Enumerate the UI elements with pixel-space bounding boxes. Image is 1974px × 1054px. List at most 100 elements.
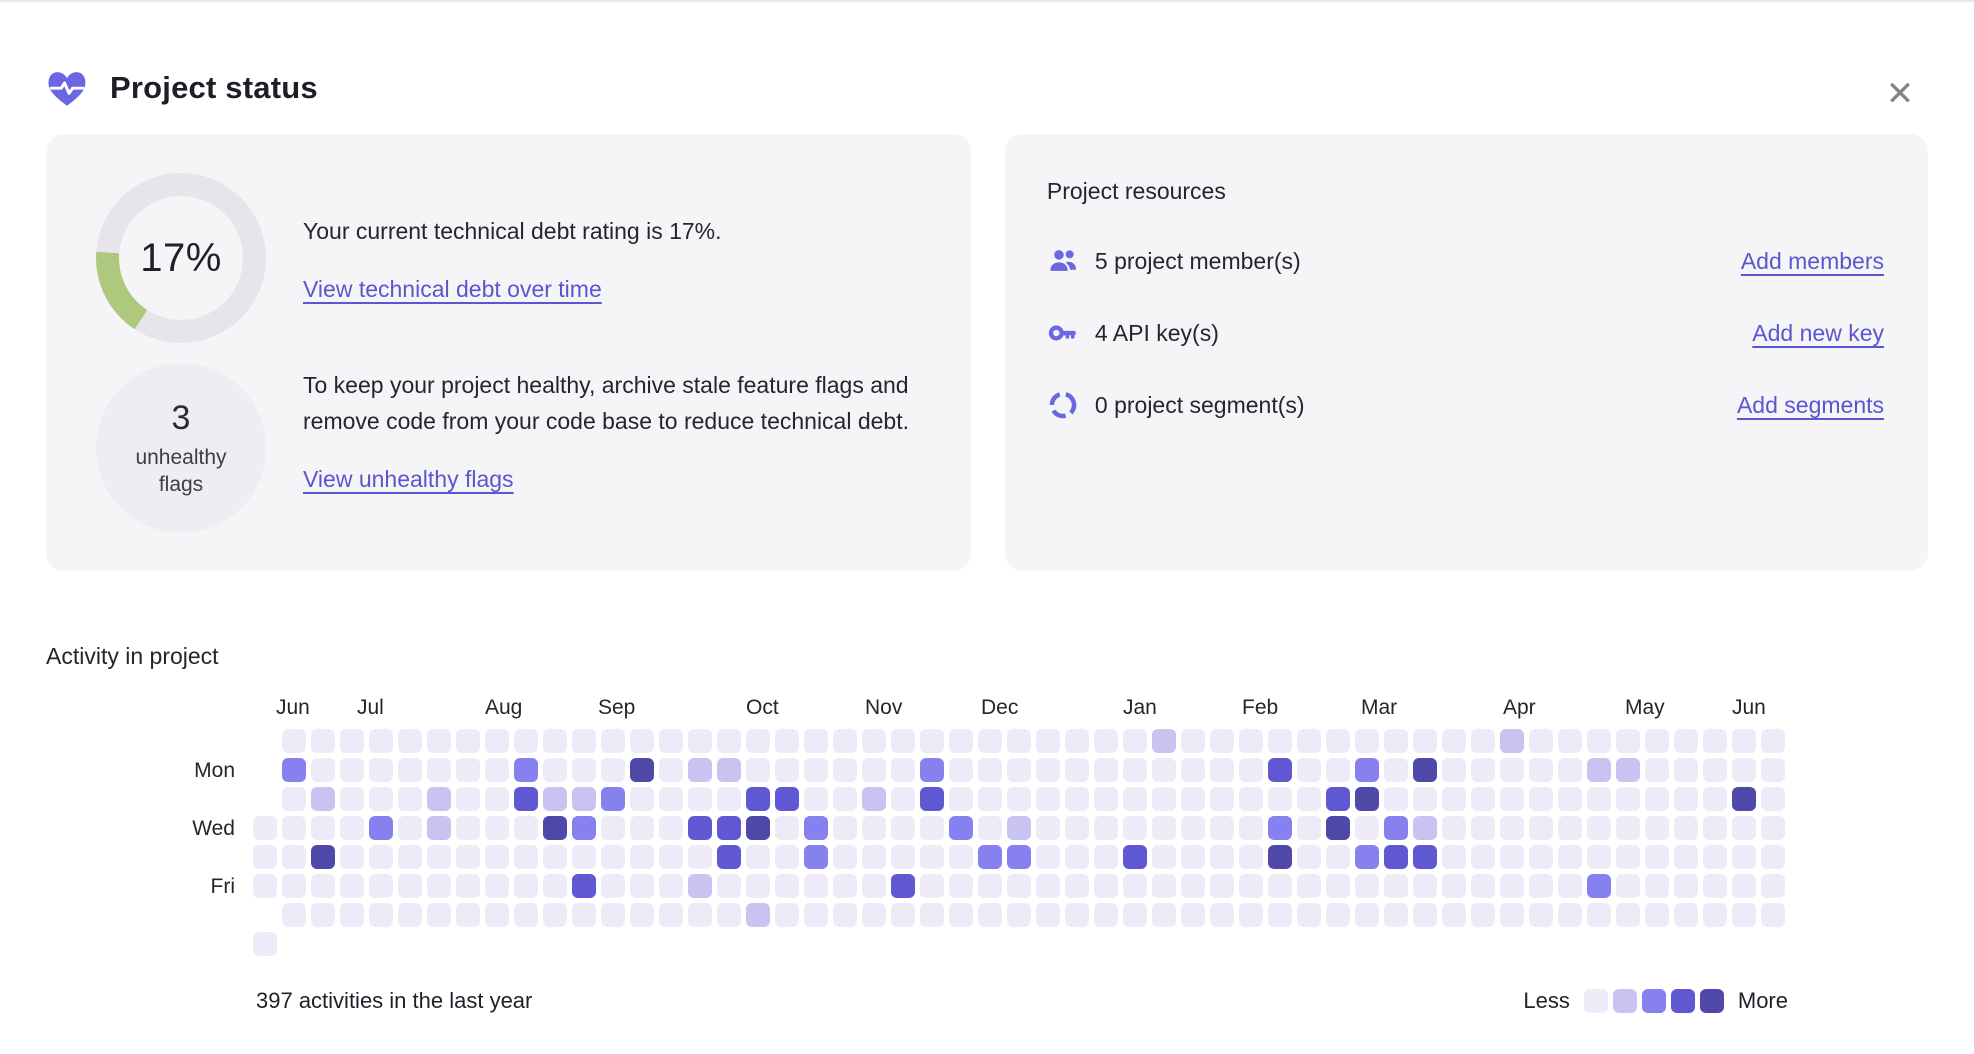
activity-cell[interactable] bbox=[891, 874, 915, 898]
activity-cell[interactable] bbox=[659, 816, 683, 840]
activity-cell[interactable] bbox=[1529, 874, 1553, 898]
activity-cell[interactable] bbox=[543, 845, 567, 869]
activity-cell[interactable] bbox=[949, 758, 973, 782]
activity-cell[interactable] bbox=[543, 787, 567, 811]
activity-cell[interactable] bbox=[601, 758, 625, 782]
activity-cell[interactable] bbox=[1210, 816, 1234, 840]
activity-cell[interactable] bbox=[601, 903, 625, 927]
activity-cell[interactable] bbox=[1703, 729, 1727, 753]
activity-cell[interactable] bbox=[1616, 874, 1640, 898]
activity-cell[interactable] bbox=[1529, 845, 1553, 869]
activity-cell[interactable] bbox=[804, 758, 828, 782]
activity-cell[interactable] bbox=[1123, 874, 1147, 898]
activity-cell[interactable] bbox=[1413, 729, 1437, 753]
activity-cell[interactable] bbox=[1239, 729, 1263, 753]
activity-cell[interactable] bbox=[949, 845, 973, 869]
activity-cell[interactable] bbox=[1326, 729, 1350, 753]
activity-cell[interactable] bbox=[485, 874, 509, 898]
activity-cell[interactable] bbox=[1384, 729, 1408, 753]
activity-cell[interactable] bbox=[1123, 729, 1147, 753]
activity-cell[interactable] bbox=[833, 758, 857, 782]
activity-cell[interactable] bbox=[1616, 845, 1640, 869]
activity-cell[interactable] bbox=[601, 845, 625, 869]
activity-cell[interactable] bbox=[1645, 787, 1669, 811]
activity-cell[interactable] bbox=[1297, 903, 1321, 927]
activity-cell[interactable] bbox=[1703, 874, 1727, 898]
activity-cell[interactable] bbox=[1384, 787, 1408, 811]
activity-cell[interactable] bbox=[1355, 758, 1379, 782]
activity-cell[interactable] bbox=[1239, 787, 1263, 811]
activity-cell[interactable] bbox=[1065, 787, 1089, 811]
activity-cell[interactable] bbox=[920, 816, 944, 840]
activity-cell[interactable] bbox=[1239, 816, 1263, 840]
activity-cell[interactable] bbox=[1645, 903, 1669, 927]
activity-cell[interactable] bbox=[1239, 758, 1263, 782]
activity-cell[interactable] bbox=[1007, 816, 1031, 840]
activity-cell[interactable] bbox=[659, 787, 683, 811]
activity-cell[interactable] bbox=[485, 816, 509, 840]
close-icon[interactable]: ✕ bbox=[1878, 72, 1922, 116]
activity-cell[interactable] bbox=[369, 816, 393, 840]
activity-cell[interactable] bbox=[601, 874, 625, 898]
activity-cell[interactable] bbox=[282, 787, 306, 811]
activity-cell[interactable] bbox=[340, 729, 364, 753]
activity-cell[interactable] bbox=[717, 874, 741, 898]
activity-cell[interactable] bbox=[456, 845, 480, 869]
activity-cell[interactable] bbox=[1355, 816, 1379, 840]
activity-cell[interactable] bbox=[1413, 787, 1437, 811]
activity-cell[interactable] bbox=[891, 903, 915, 927]
activity-cell[interactable] bbox=[369, 729, 393, 753]
activity-cell[interactable] bbox=[514, 874, 538, 898]
activity-cell[interactable] bbox=[369, 758, 393, 782]
activity-cell[interactable] bbox=[398, 758, 422, 782]
activity-cell[interactable] bbox=[746, 758, 770, 782]
activity-cell[interactable] bbox=[775, 874, 799, 898]
activity-cell[interactable] bbox=[775, 787, 799, 811]
activity-cell[interactable] bbox=[572, 874, 596, 898]
activity-cell[interactable] bbox=[543, 903, 567, 927]
activity-cell[interactable] bbox=[427, 816, 451, 840]
activity-cell[interactable] bbox=[427, 845, 451, 869]
activity-cell[interactable] bbox=[1355, 787, 1379, 811]
activity-cell[interactable] bbox=[659, 874, 683, 898]
view-unhealthy-flags-link[interactable]: View unhealthy flags bbox=[303, 466, 514, 492]
activity-cell[interactable] bbox=[833, 816, 857, 840]
activity-cell[interactable] bbox=[1645, 758, 1669, 782]
activity-cell[interactable] bbox=[804, 816, 828, 840]
activity-cell[interactable] bbox=[688, 816, 712, 840]
activity-cell[interactable] bbox=[311, 874, 335, 898]
activity-cell[interactable] bbox=[1297, 787, 1321, 811]
activity-cell[interactable] bbox=[1471, 787, 1495, 811]
activity-cell[interactable] bbox=[1761, 845, 1785, 869]
activity-cell[interactable] bbox=[485, 845, 509, 869]
activity-cell[interactable] bbox=[746, 874, 770, 898]
activity-cell[interactable] bbox=[978, 903, 1002, 927]
activity-cell[interactable] bbox=[1181, 874, 1205, 898]
activity-cell[interactable] bbox=[1210, 787, 1234, 811]
activity-cell[interactable] bbox=[1123, 758, 1147, 782]
activity-cell[interactable] bbox=[746, 729, 770, 753]
activity-cell[interactable] bbox=[1761, 816, 1785, 840]
activity-cell[interactable] bbox=[485, 758, 509, 782]
activity-cell[interactable] bbox=[1268, 874, 1292, 898]
activity-cell[interactable] bbox=[543, 729, 567, 753]
activity-cell[interactable] bbox=[1558, 787, 1582, 811]
activity-cell[interactable] bbox=[630, 903, 654, 927]
activity-cell[interactable] bbox=[427, 729, 451, 753]
activity-cell[interactable] bbox=[1674, 816, 1698, 840]
activity-cell[interactable] bbox=[1036, 845, 1060, 869]
activity-cell[interactable] bbox=[775, 758, 799, 782]
activity-cell[interactable] bbox=[1442, 816, 1466, 840]
activity-cell[interactable] bbox=[1732, 787, 1756, 811]
activity-cell[interactable] bbox=[1210, 903, 1234, 927]
activity-cell[interactable] bbox=[1558, 758, 1582, 782]
activity-cell[interactable] bbox=[572, 816, 596, 840]
activity-cell[interactable] bbox=[369, 787, 393, 811]
activity-cell[interactable] bbox=[688, 903, 712, 927]
activity-cell[interactable] bbox=[775, 903, 799, 927]
activity-cell[interactable] bbox=[1152, 729, 1176, 753]
activity-cell[interactable] bbox=[833, 787, 857, 811]
activity-cell[interactable] bbox=[775, 816, 799, 840]
activity-cell[interactable] bbox=[920, 903, 944, 927]
activity-cell[interactable] bbox=[1181, 729, 1205, 753]
